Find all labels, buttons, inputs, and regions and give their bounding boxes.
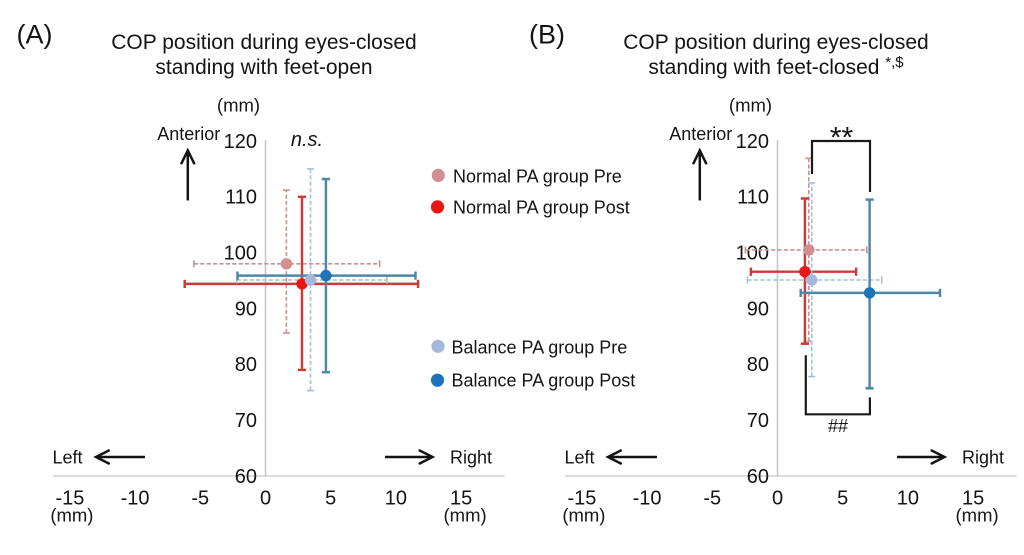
svg-text:100: 100: [224, 243, 257, 265]
svg-text:(mm): (mm): [729, 95, 772, 116]
svg-text:Right: Right: [450, 448, 492, 468]
svg-text:60: 60: [235, 466, 257, 488]
svg-text:-5: -5: [703, 488, 721, 510]
svg-text:100: 100: [736, 243, 769, 265]
svg-text:standing with feet-open: standing with feet-open: [155, 56, 372, 79]
svg-text:Normal PA group Pre: Normal PA group Pre: [453, 166, 622, 186]
svg-text:0: 0: [260, 488, 271, 510]
svg-text:Anterior: Anterior: [157, 124, 220, 144]
svg-text:(B): (B): [529, 20, 565, 50]
svg-text:-10: -10: [633, 488, 662, 510]
svg-text:Balance PA group Pre: Balance PA group Pre: [452, 337, 628, 357]
svg-text:90: 90: [235, 298, 257, 320]
svg-text:(mm): (mm): [444, 505, 487, 526]
svg-text:Left: Left: [565, 448, 595, 468]
svg-text:-15: -15: [55, 488, 84, 510]
svg-text:120: 120: [736, 131, 769, 153]
svg-text:standing with feet-closed *,$: standing with feet-closed *,$: [648, 54, 904, 79]
svg-text:**: **: [830, 122, 854, 155]
svg-text:(A): (A): [17, 20, 53, 50]
svg-text:10: 10: [385, 488, 407, 510]
svg-text:80: 80: [747, 354, 769, 376]
svg-text:10: 10: [897, 488, 919, 510]
svg-text:80: 80: [235, 354, 257, 376]
svg-text:15: 15: [450, 488, 472, 510]
svg-text:n.s.: n.s.: [291, 129, 323, 151]
svg-text:(mm): (mm): [956, 505, 999, 526]
svg-text:COP position during eyes-close: COP position during eyes-closed: [111, 31, 416, 54]
svg-text:120: 120: [224, 131, 257, 153]
svg-text:60: 60: [747, 466, 769, 488]
svg-text:-5: -5: [191, 488, 209, 510]
svg-text:Anterior: Anterior: [669, 124, 732, 144]
svg-text:(mm): (mm): [50, 505, 93, 526]
svg-text:70: 70: [235, 410, 257, 432]
svg-text:90: 90: [747, 298, 769, 320]
svg-text:5: 5: [325, 488, 336, 510]
svg-text:-15: -15: [567, 488, 596, 510]
svg-text:-10: -10: [121, 488, 150, 510]
svg-text:110: 110: [225, 187, 257, 209]
svg-text:COP position during eyes-close: COP position during eyes-closed: [623, 31, 928, 54]
svg-text:(mm): (mm): [217, 95, 260, 116]
svg-text:Left: Left: [53, 448, 83, 468]
svg-text:(mm): (mm): [562, 505, 605, 526]
svg-text:5: 5: [837, 488, 848, 510]
svg-text:Balance PA group Post: Balance PA group Post: [452, 371, 636, 391]
svg-text:Normal PA group Post: Normal PA group Post: [453, 198, 630, 218]
svg-text:0: 0: [772, 488, 783, 510]
svg-text:70: 70: [747, 410, 769, 432]
svg-text:110: 110: [737, 187, 769, 209]
svg-text:Right: Right: [962, 448, 1004, 468]
svg-text:##: ##: [828, 416, 848, 436]
svg-text:15: 15: [962, 488, 984, 510]
